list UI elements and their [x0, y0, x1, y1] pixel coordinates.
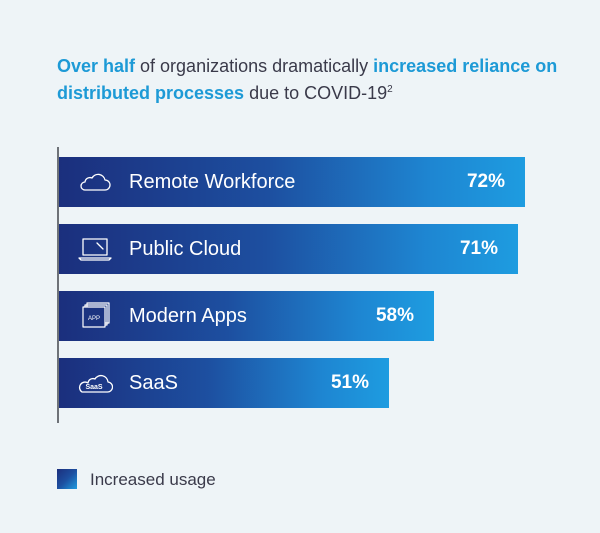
- y-axis-line: [57, 147, 59, 423]
- bar-saas: SaaS SaaS 51%: [59, 358, 389, 408]
- title-highlight-1: Over half: [57, 56, 136, 76]
- app-icon-text: APP: [88, 316, 100, 322]
- laptop-icon: [77, 235, 113, 263]
- bar-modern-apps: APP Modern Apps 58%: [59, 291, 434, 341]
- bar-remote-workforce: Remote Workforce 72%: [59, 157, 525, 207]
- bar-value-saas: 51%: [330, 372, 369, 393]
- app-stack-icon: APP: [77, 302, 113, 330]
- chart-title: Over half of organizations dramatically …: [57, 53, 577, 107]
- legend-swatch: [57, 469, 77, 489]
- bar-public-cloud: Public Cloud 71%: [59, 224, 518, 274]
- bar-label-public-cloud: Public Cloud: [129, 238, 242, 260]
- bar-label-saas: SaaS: [129, 372, 178, 394]
- bar-value-public-cloud: 71%: [459, 238, 498, 259]
- cloud-icon: [77, 168, 113, 196]
- title-footnote-ref: 2: [387, 84, 393, 95]
- bar-label-remote-workforce: Remote Workforce: [129, 171, 296, 193]
- bar-value-modern-apps: 58%: [375, 305, 414, 326]
- saas-icon-text: SaaS: [85, 384, 102, 391]
- bar-value-remote-workforce: 72%: [466, 171, 505, 192]
- title-text-1: of organizations dramatically: [135, 56, 374, 76]
- title-text-2: due to COVID-19: [244, 83, 388, 103]
- bar-chart: Remote Workforce 72% Public Cloud 71% APP …: [57, 147, 577, 427]
- title-highlight-2: increased reliance on distributed proces…: [57, 56, 558, 103]
- saas-cloud-icon: SaaS: [77, 369, 113, 397]
- bar-label-modern-apps: Modern Apps: [129, 305, 247, 327]
- legend-label: Increased usage: [90, 470, 216, 489]
